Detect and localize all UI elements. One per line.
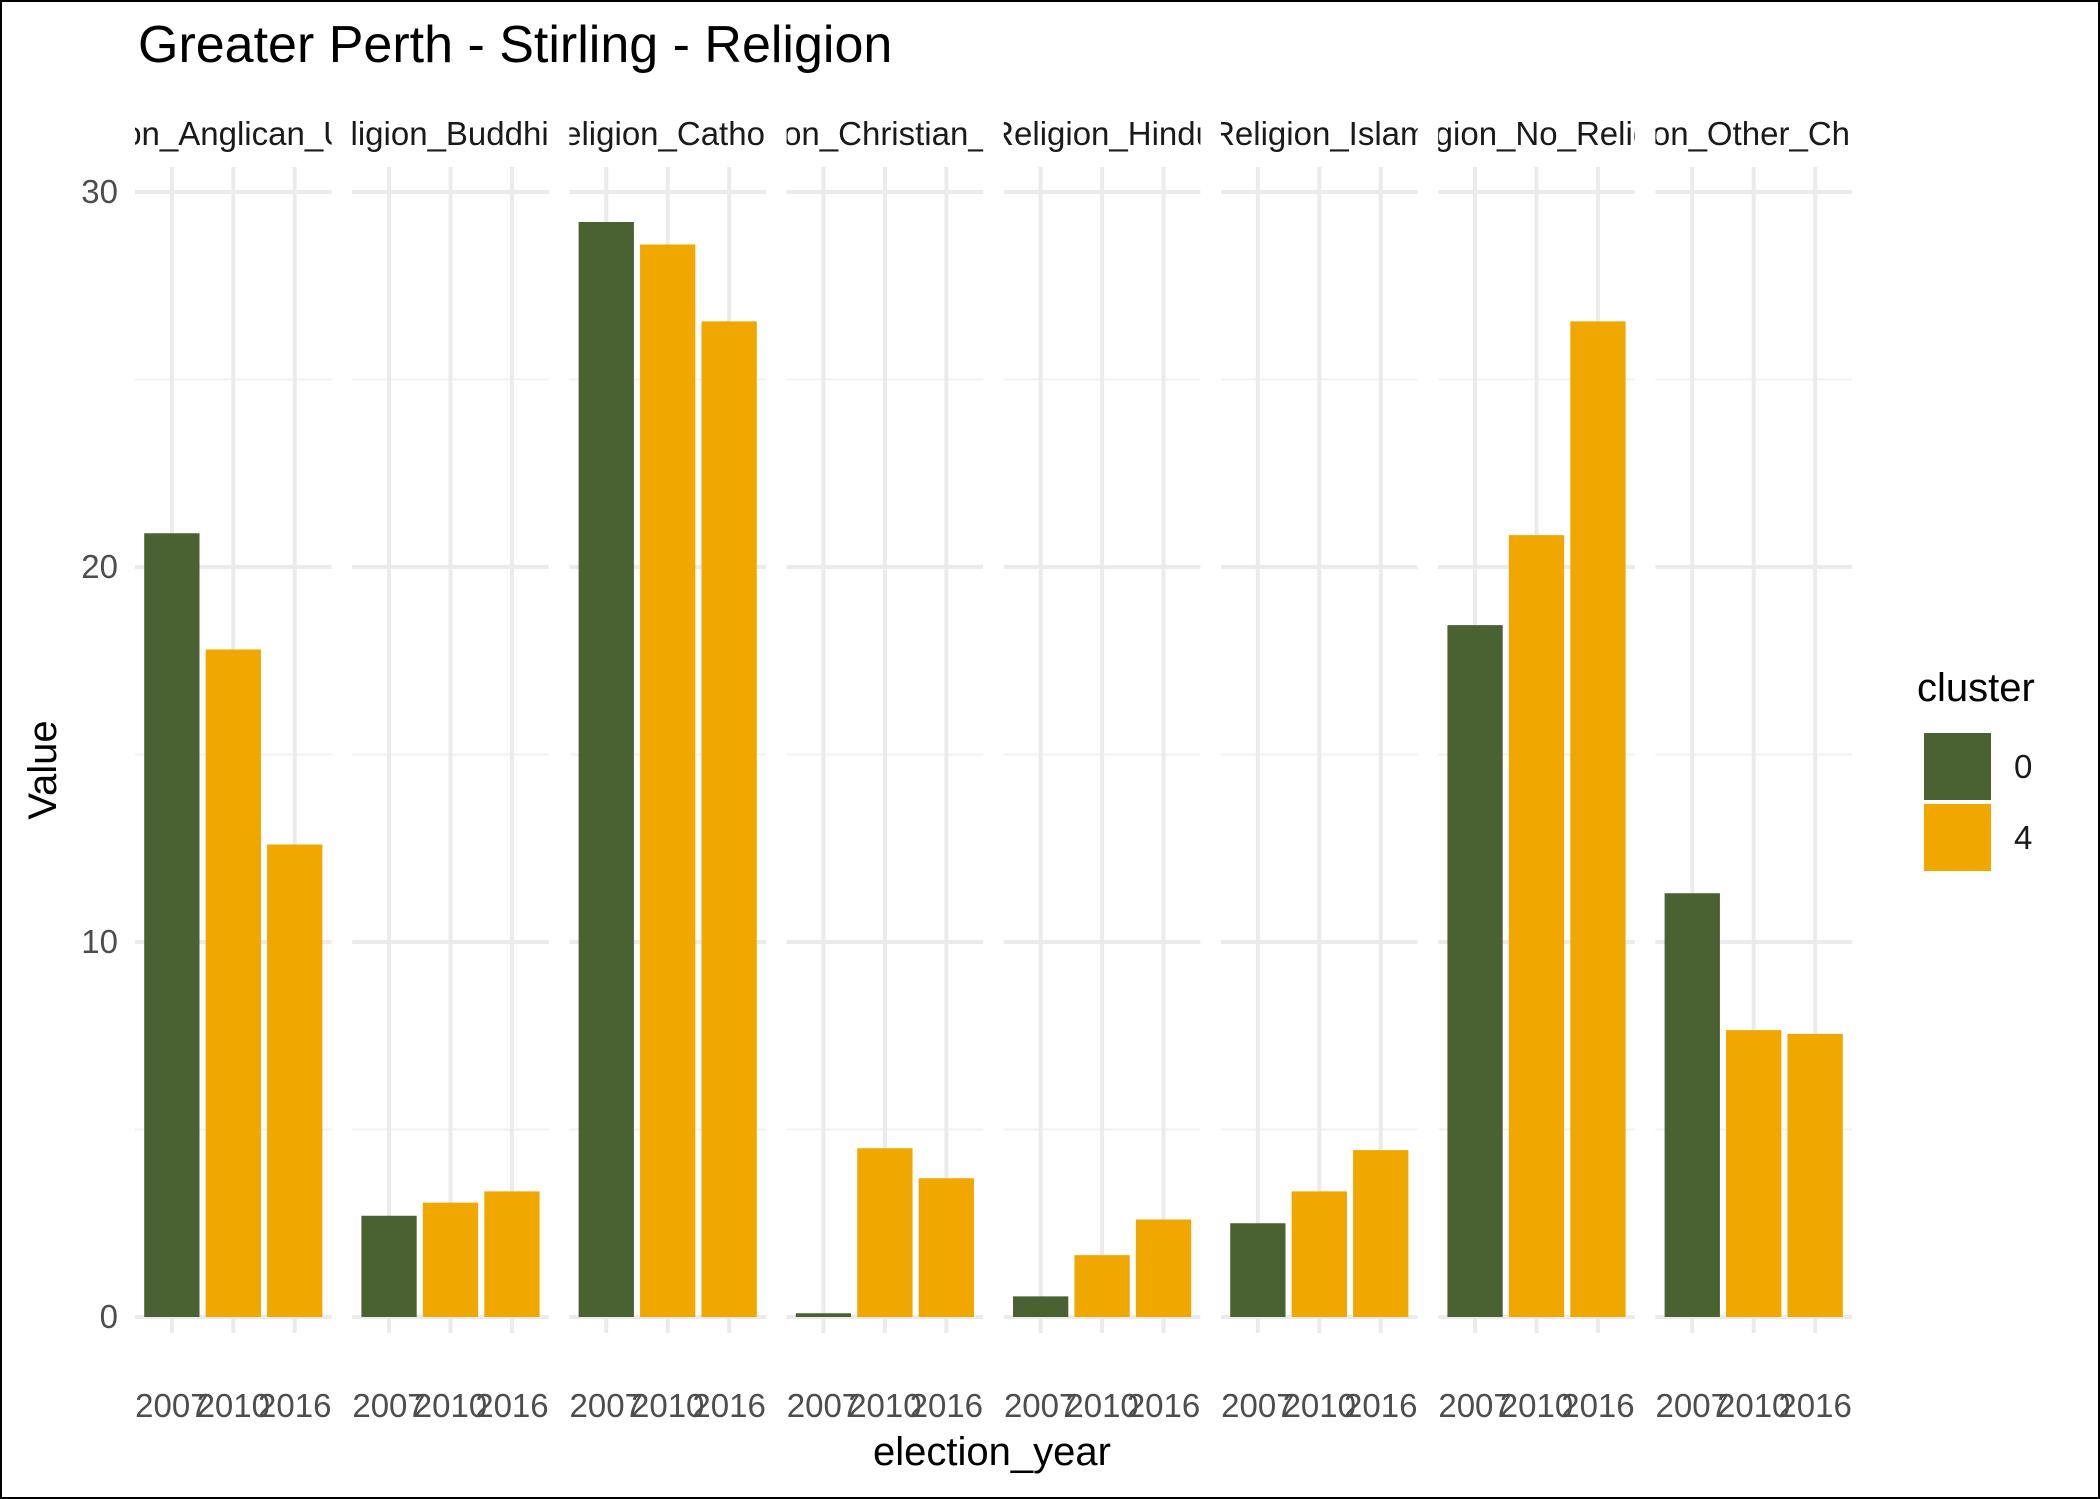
bar <box>1013 1296 1069 1317</box>
x-tick-label: 2010 <box>1717 1387 1790 1424</box>
facet-strip-label: Religion_No_Religion <box>1378 115 1695 152</box>
x-tick-label: 2016 <box>1561 1387 1634 1424</box>
facet-panels: 0102030200720102016Religion_Anglican_Uni… <box>41 115 1938 1424</box>
bar <box>795 1313 852 1317</box>
legend-key-0 <box>1924 733 1991 800</box>
x-tick-label: 2007 <box>1438 1387 1511 1424</box>
x-tick-label: 2010 <box>631 1387 704 1424</box>
x-tick-label: 2016 <box>910 1387 983 1424</box>
bar <box>1447 625 1503 1317</box>
x-axis-title: election_year <box>873 1430 1111 1474</box>
facet-strip-label: Religion_Other_Christian <box>1569 115 1938 152</box>
bar <box>205 649 261 1317</box>
legend: cluster 0 4 <box>1917 666 2035 871</box>
x-tick-label: 2007 <box>135 1387 208 1424</box>
facet-strip-label: Religion_Catholic <box>539 115 796 152</box>
chart-title: Greater Perth - Stirling - Religion <box>138 16 892 74</box>
x-tick-label: 2016 <box>692 1387 765 1424</box>
bar <box>1353 1150 1409 1317</box>
legend-title: cluster <box>1917 666 2035 710</box>
x-tick-label: 2010 <box>1500 1387 1573 1424</box>
x-tick-label: 2016 <box>1778 1387 1851 1424</box>
x-tick-label: 2007 <box>1221 1387 1294 1424</box>
x-tick-label: 2007 <box>787 1387 860 1424</box>
x-tick-label: 2010 <box>414 1387 487 1424</box>
bar <box>1135 1219 1192 1317</box>
y-axis-title: Value <box>21 720 65 819</box>
x-tick-label: 2016 <box>258 1387 331 1424</box>
bar <box>422 1202 479 1317</box>
bar <box>918 1178 974 1317</box>
bar <box>701 321 757 1317</box>
bar <box>1726 1030 1782 1317</box>
legend-label: 0 <box>2014 748 2032 785</box>
y-tick-label: 0 <box>100 1298 118 1335</box>
bar <box>1074 1255 1130 1317</box>
bar <box>1230 1223 1286 1317</box>
x-tick-label: 2010 <box>197 1387 270 1424</box>
x-tick-label: 2016 <box>1127 1387 1200 1424</box>
x-tick-label: 2007 <box>1656 1387 1729 1424</box>
bar <box>857 1148 913 1317</box>
x-tick-label: 2016 <box>1344 1387 1417 1424</box>
facet-strip-label: Religion_Hindu <box>990 115 1214 152</box>
y-tick-label: 10 <box>81 923 118 960</box>
legend-label: 4 <box>2014 819 2032 856</box>
bar <box>1291 1191 1347 1317</box>
bar <box>1664 893 1720 1317</box>
bar <box>1570 321 1626 1317</box>
bar <box>640 244 696 1317</box>
x-tick-label: 2010 <box>1283 1387 1356 1424</box>
x-tick-label: 2007 <box>352 1387 425 1424</box>
facet-strip-label: Religion_Christian_Other <box>701 115 1070 152</box>
bar <box>267 844 323 1317</box>
bar <box>1508 535 1565 1317</box>
bar <box>1787 1033 1843 1317</box>
bar <box>578 222 634 1317</box>
legend-key-4 <box>1924 804 1991 871</box>
bar <box>361 1215 417 1317</box>
x-tick-label: 2010 <box>1065 1387 1138 1424</box>
facet-strip-label: Religion_Islam <box>1211 115 1427 152</box>
x-tick-label: 2007 <box>1004 1387 1077 1424</box>
bar <box>484 1191 540 1317</box>
y-tick-label: 20 <box>81 548 118 585</box>
facet-strip-label: Religion_Anglican_Uniting <box>41 115 426 152</box>
facet-strip-label: Religion_Buddhism <box>308 115 592 152</box>
x-tick-label: 2010 <box>848 1387 921 1424</box>
bar <box>144 533 200 1317</box>
x-tick-label: 2016 <box>475 1387 548 1424</box>
y-tick-label: 30 <box>81 173 118 210</box>
x-tick-label: 2007 <box>570 1387 643 1424</box>
